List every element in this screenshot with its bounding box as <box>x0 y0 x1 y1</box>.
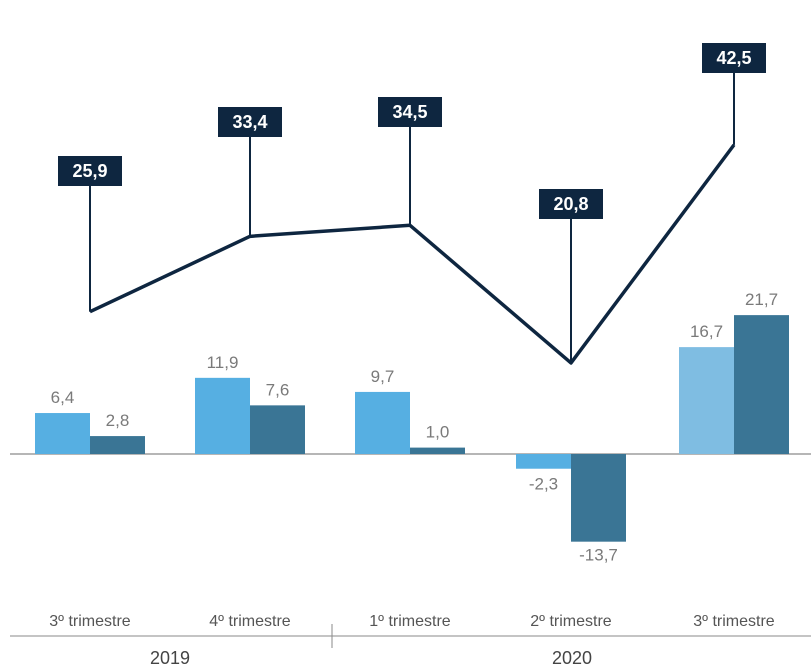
bar-series-1 <box>679 347 734 454</box>
bar-series-1-label: 16,7 <box>690 322 723 341</box>
x-tick-label: 3º trimestre <box>693 613 775 630</box>
line-callout-box <box>58 156 122 186</box>
bar-series-2-label: 2,8 <box>106 411 130 430</box>
bar-series-1 <box>355 391 410 454</box>
line-callout-box <box>702 43 766 73</box>
line-callout-box <box>539 189 603 219</box>
line-callout-label: 20,8 <box>553 194 588 214</box>
x-tick-label: 3º trimestre <box>49 613 131 630</box>
bar-series-1-label: 11,9 <box>207 353 239 372</box>
bar-series-1 <box>195 377 250 454</box>
group-label: 2019 <box>150 648 190 668</box>
x-tick-label: 1º trimestre <box>369 613 451 630</box>
line-series <box>89 143 736 365</box>
bar-series-2 <box>410 447 465 454</box>
bar-series-1-label: -2,3 <box>529 475 558 494</box>
x-tick-label: 2º trimestre <box>530 613 612 630</box>
line-callout-label: 25,9 <box>72 161 107 181</box>
group-label: 2020 <box>552 648 592 668</box>
bar-series-2-label: 21,7 <box>745 290 778 309</box>
bar-series-2 <box>571 454 626 542</box>
line-callout-box <box>378 97 442 127</box>
bar-series-2-label: 1,0 <box>426 423 450 442</box>
bar-series-1-label: 6,4 <box>51 388 75 407</box>
x-tick-label: 4º trimestre <box>209 613 291 630</box>
line-callout-label: 34,5 <box>392 102 427 122</box>
bar-series-2 <box>90 436 145 454</box>
bar-series-2-label: -13,7 <box>579 546 618 565</box>
bar-series-1-label: 9,7 <box>371 367 395 386</box>
bar-series-1 <box>35 413 90 454</box>
line-callout-label: 33,4 <box>232 112 267 132</box>
bar-series-1 <box>516 454 571 469</box>
line-callout-box <box>218 107 282 137</box>
bar-series-2-label: 7,6 <box>266 380 290 399</box>
line-callout-label: 42,5 <box>716 48 751 68</box>
bar-series-2 <box>250 405 305 454</box>
bar-series-2 <box>734 315 789 454</box>
